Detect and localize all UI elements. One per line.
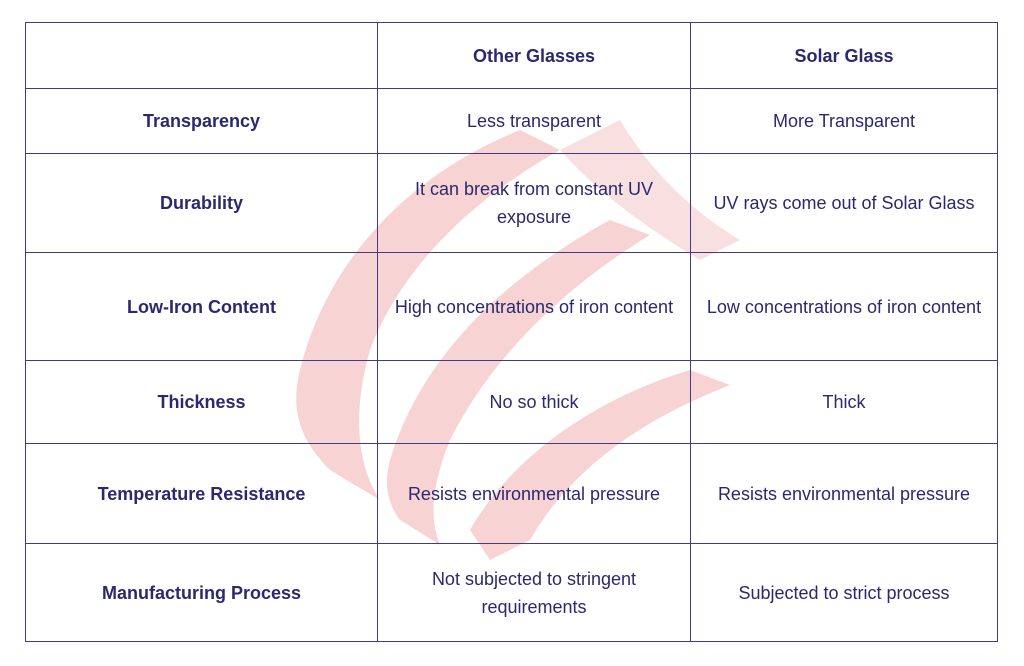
- table-row: Manufacturing Process Not subjected to st…: [25, 543, 998, 642]
- table-row: Temperature Resistance Resists environmen…: [25, 443, 998, 544]
- header-row: Other Glasses Solar Glass: [25, 22, 998, 89]
- comparison-table: Other Glasses Solar Glass Transparency Le…: [25, 22, 998, 642]
- row-label: Temperature Resistance: [25, 443, 378, 544]
- row-label: Durability: [25, 153, 378, 253]
- cell: No so thick: [377, 360, 691, 444]
- column-header: Other Glasses: [377, 22, 691, 89]
- cell: Low concentrations of iron content: [690, 252, 998, 361]
- row-label: Transparency: [25, 88, 378, 154]
- cell: Resists environmental pressure: [690, 443, 998, 544]
- row-label: Manufacturing Process: [25, 543, 378, 642]
- table-row: Transparency Less transparent More Transpa…: [25, 88, 998, 154]
- cell: More Transparent: [690, 88, 998, 154]
- cell: Less transparent: [377, 88, 691, 154]
- column-header: Solar Glass: [690, 22, 998, 89]
- corner-cell: [25, 22, 378, 89]
- table-row: Durability It can break from constant UV …: [25, 153, 998, 253]
- cell: UV rays come out of Solar Glass: [690, 153, 998, 253]
- row-label: Thickness: [25, 360, 378, 444]
- cell: Resists environmental pressure: [377, 443, 691, 544]
- cell: Subjected to strict process: [690, 543, 998, 642]
- row-label: Low-Iron Content: [25, 252, 378, 361]
- cell: It can break from constant UV exposure: [377, 153, 691, 253]
- cell: Thick: [690, 360, 998, 444]
- table-row: Thickness No so thick Thick: [25, 360, 998, 444]
- table-row: Low-Iron Content High concentrations of i…: [25, 252, 998, 361]
- cell: High concentrations of iron content: [377, 252, 691, 361]
- cell: Not subjected to stringent requirements: [377, 543, 691, 642]
